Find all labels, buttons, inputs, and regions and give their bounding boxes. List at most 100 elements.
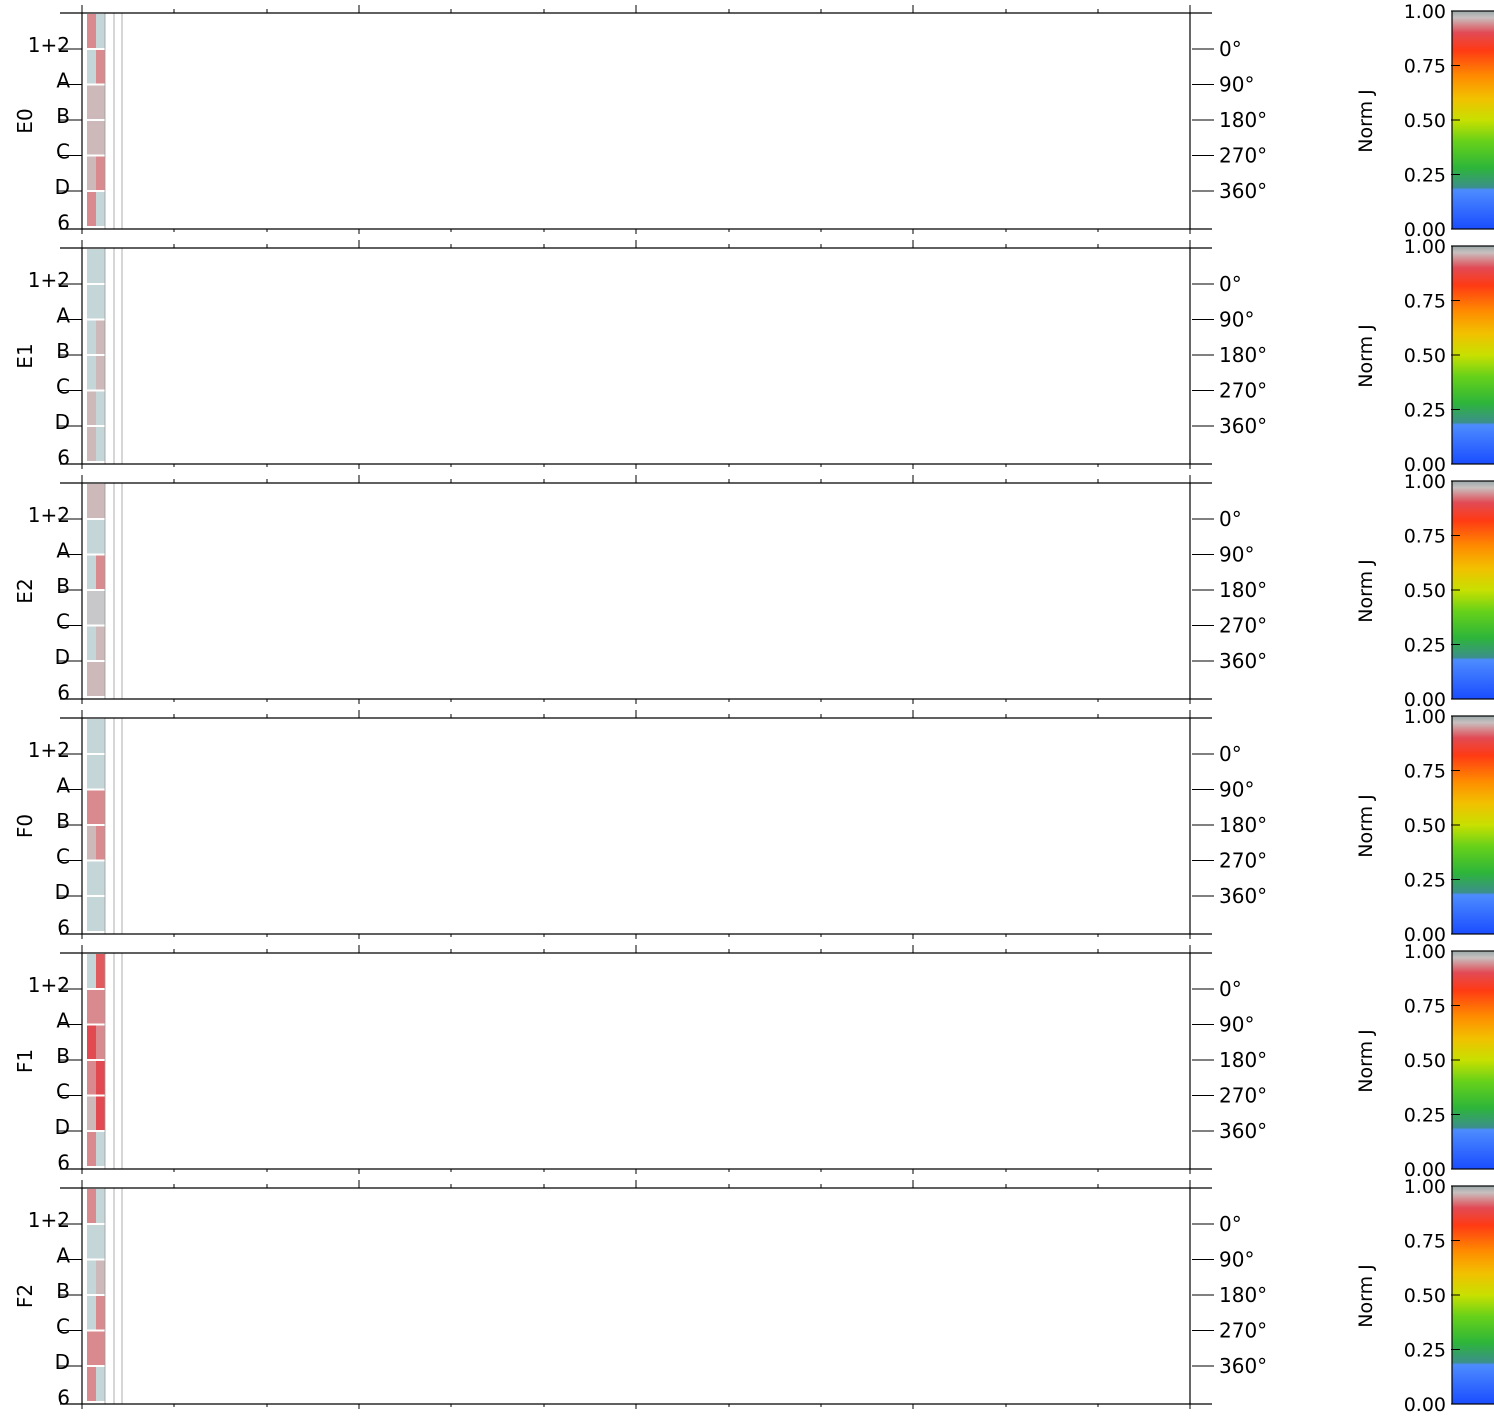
heat-cell <box>87 1060 96 1095</box>
heat-cell <box>87 1366 96 1401</box>
heat-cell <box>87 320 96 355</box>
heat-cell <box>96 989 105 1024</box>
row-label: B <box>56 1044 70 1068</box>
heat-cell <box>96 191 105 226</box>
row-label: C <box>56 1080 70 1104</box>
row-label: B <box>56 574 70 598</box>
row-label: D <box>55 175 70 199</box>
angle-label: 360° <box>1219 1354 1267 1378</box>
row-label: C <box>56 610 70 634</box>
heat-cell <box>96 896 105 931</box>
angle-label: 180° <box>1219 343 1267 367</box>
heat-cell <box>87 661 96 696</box>
heat-cell <box>87 391 96 426</box>
colorbar-tick-label: 0.00 <box>1404 1159 1446 1181</box>
angle-label: 270° <box>1219 1084 1267 1108</box>
heat-cell <box>96 120 105 155</box>
row-label: D <box>55 880 70 904</box>
angle-label: 90° <box>1219 778 1254 802</box>
angle-label: 270° <box>1219 614 1267 638</box>
heat-cell <box>96 484 105 519</box>
heat-cell <box>87 156 96 191</box>
angle-label: 90° <box>1219 1013 1254 1037</box>
angle-label: 360° <box>1219 884 1267 908</box>
heat-cell <box>87 120 96 155</box>
angle-label: 180° <box>1219 1048 1267 1072</box>
angle-label: 180° <box>1219 578 1267 602</box>
heat-cell <box>87 989 96 1024</box>
row-label: A <box>56 774 70 798</box>
heat-cell <box>96 14 105 49</box>
row-label: D <box>55 410 70 434</box>
row-label: B <box>56 1279 70 1303</box>
heat-cell <box>96 590 105 625</box>
angle-label: 360° <box>1219 179 1267 203</box>
heat-cell <box>96 156 105 191</box>
row-label: A <box>56 1009 70 1033</box>
angle-label: 270° <box>1219 849 1267 873</box>
heat-cell <box>96 1331 105 1366</box>
row-label: C <box>56 375 70 399</box>
heat-cell <box>87 355 96 390</box>
angle-label: 180° <box>1219 1283 1267 1307</box>
panel-label: F0 <box>13 814 37 838</box>
colorbar-tick-label: 0.25 <box>1404 1340 1446 1362</box>
colorbar-tick-label: 0.75 <box>1404 761 1446 783</box>
heat-cell <box>87 49 96 84</box>
heat-cell <box>87 719 96 754</box>
colorbar-tick-label: 1.00 <box>1404 236 1446 258</box>
heat-cell <box>96 1260 105 1295</box>
row-label: B <box>56 104 70 128</box>
heat-cell <box>87 1131 96 1166</box>
heat-cell <box>87 249 96 284</box>
row-label: 1+2 <box>28 738 70 762</box>
heat-cell <box>87 1025 96 1060</box>
heat-cell <box>96 1096 105 1131</box>
heat-cell <box>96 1295 105 1330</box>
angle-label: 90° <box>1219 308 1254 332</box>
row-label: C <box>56 1315 70 1339</box>
angle-label: 360° <box>1219 414 1267 438</box>
row-label: 1+2 <box>28 503 70 527</box>
heat-cell <box>96 626 105 661</box>
colorbar-label: Norm J <box>1355 324 1377 387</box>
heat-cell <box>96 85 105 120</box>
colorbar-tick-label: 0.00 <box>1404 689 1446 711</box>
row-label: D <box>55 1115 70 1139</box>
panel-label: F1 <box>13 1049 37 1073</box>
heat-cell <box>87 519 96 554</box>
angle-label: 270° <box>1219 379 1267 403</box>
colorbar-label: Norm J <box>1355 89 1377 152</box>
colorbar-tick-label: 0.00 <box>1404 219 1446 241</box>
heat-cell <box>96 1131 105 1166</box>
heat-cell <box>87 85 96 120</box>
angle-label: 90° <box>1219 543 1254 567</box>
angle-label: 180° <box>1219 813 1267 837</box>
angle-label: 0° <box>1219 742 1242 766</box>
colorbar-tick-label: 0.00 <box>1404 924 1446 946</box>
heat-cell <box>96 861 105 896</box>
angle-label: 360° <box>1219 1119 1267 1143</box>
row-label: 1+2 <box>28 973 70 997</box>
row-label: D <box>55 645 70 669</box>
heat-cell <box>96 555 105 590</box>
row-label: C <box>56 140 70 164</box>
row-label: D <box>55 1350 70 1374</box>
heat-cell <box>87 426 96 461</box>
heat-cell <box>87 825 96 860</box>
row-label: 1+2 <box>28 1208 70 1232</box>
colorbar-tick-label: 0.25 <box>1404 635 1446 657</box>
heat-cell <box>87 555 96 590</box>
heat-cell <box>96 1224 105 1259</box>
row-label: 6 <box>57 1151 70 1175</box>
heat-cell <box>96 391 105 426</box>
heat-cell <box>87 284 96 319</box>
heat-cell <box>96 1025 105 1060</box>
row-label: A <box>56 1244 70 1268</box>
row-label: 6 <box>57 1386 70 1410</box>
row-label: B <box>56 809 70 833</box>
heat-cell <box>87 790 96 825</box>
colorbar-tick-label: 1.00 <box>1404 706 1446 728</box>
